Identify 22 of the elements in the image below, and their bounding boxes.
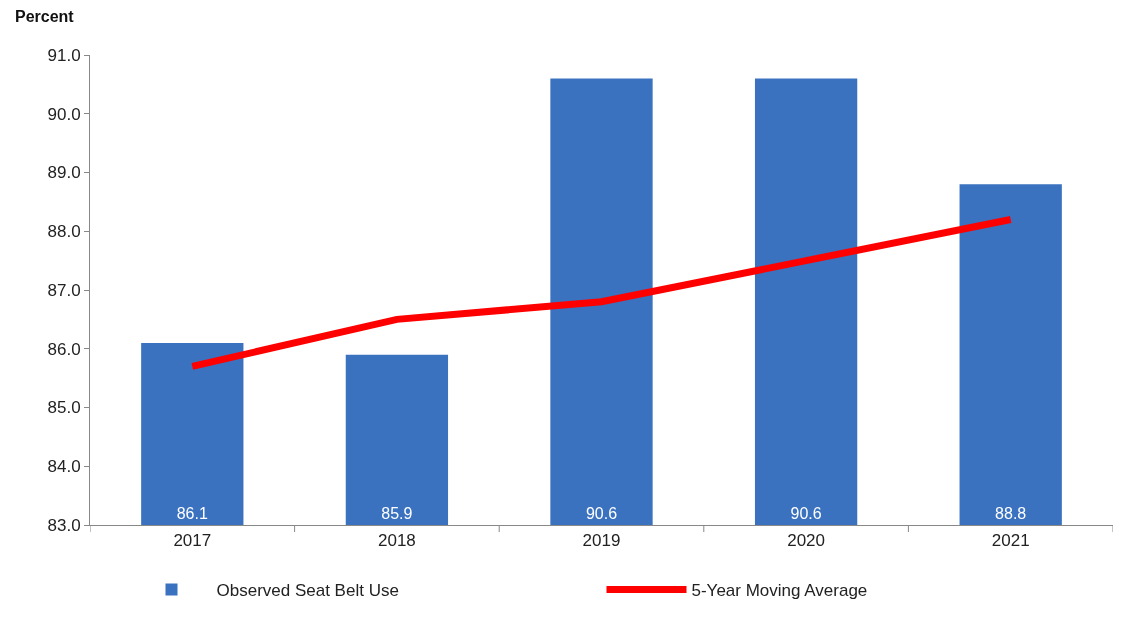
x-tick-label: 2017 [173,531,212,551]
x-tick-label: 2018 [377,531,416,551]
y-tick-label: 91.0 [47,45,81,65]
y-tick-label: 88.0 [47,222,81,242]
legend-label: Observed Seat Belt Use [216,581,399,601]
data-label: 90.6 [585,505,618,522]
x-tick-label: 2019 [582,531,621,551]
data-label: 85.9 [381,505,413,522]
data-label: 88.8 [995,505,1027,522]
legend-label: 5-Year Moving Average [691,581,868,601]
y-axis-title: Percent [15,8,75,25]
data-label: 90.6 [790,505,822,522]
x-tick-label: 2020 [787,531,826,551]
y-tick-label: 90.0 [47,104,81,124]
data-label: 86.1 [176,505,208,522]
y-tick-label: 85.0 [47,398,81,418]
y-tick-label: 83.0 [47,515,81,535]
y-tick-label: 87.0 [47,280,81,300]
y-tick-label: 86.0 [47,339,81,359]
x-tick-label: 2021 [991,531,1030,551]
y-tick-label: 89.0 [47,163,81,183]
y-tick-label: 84.0 [47,457,81,477]
